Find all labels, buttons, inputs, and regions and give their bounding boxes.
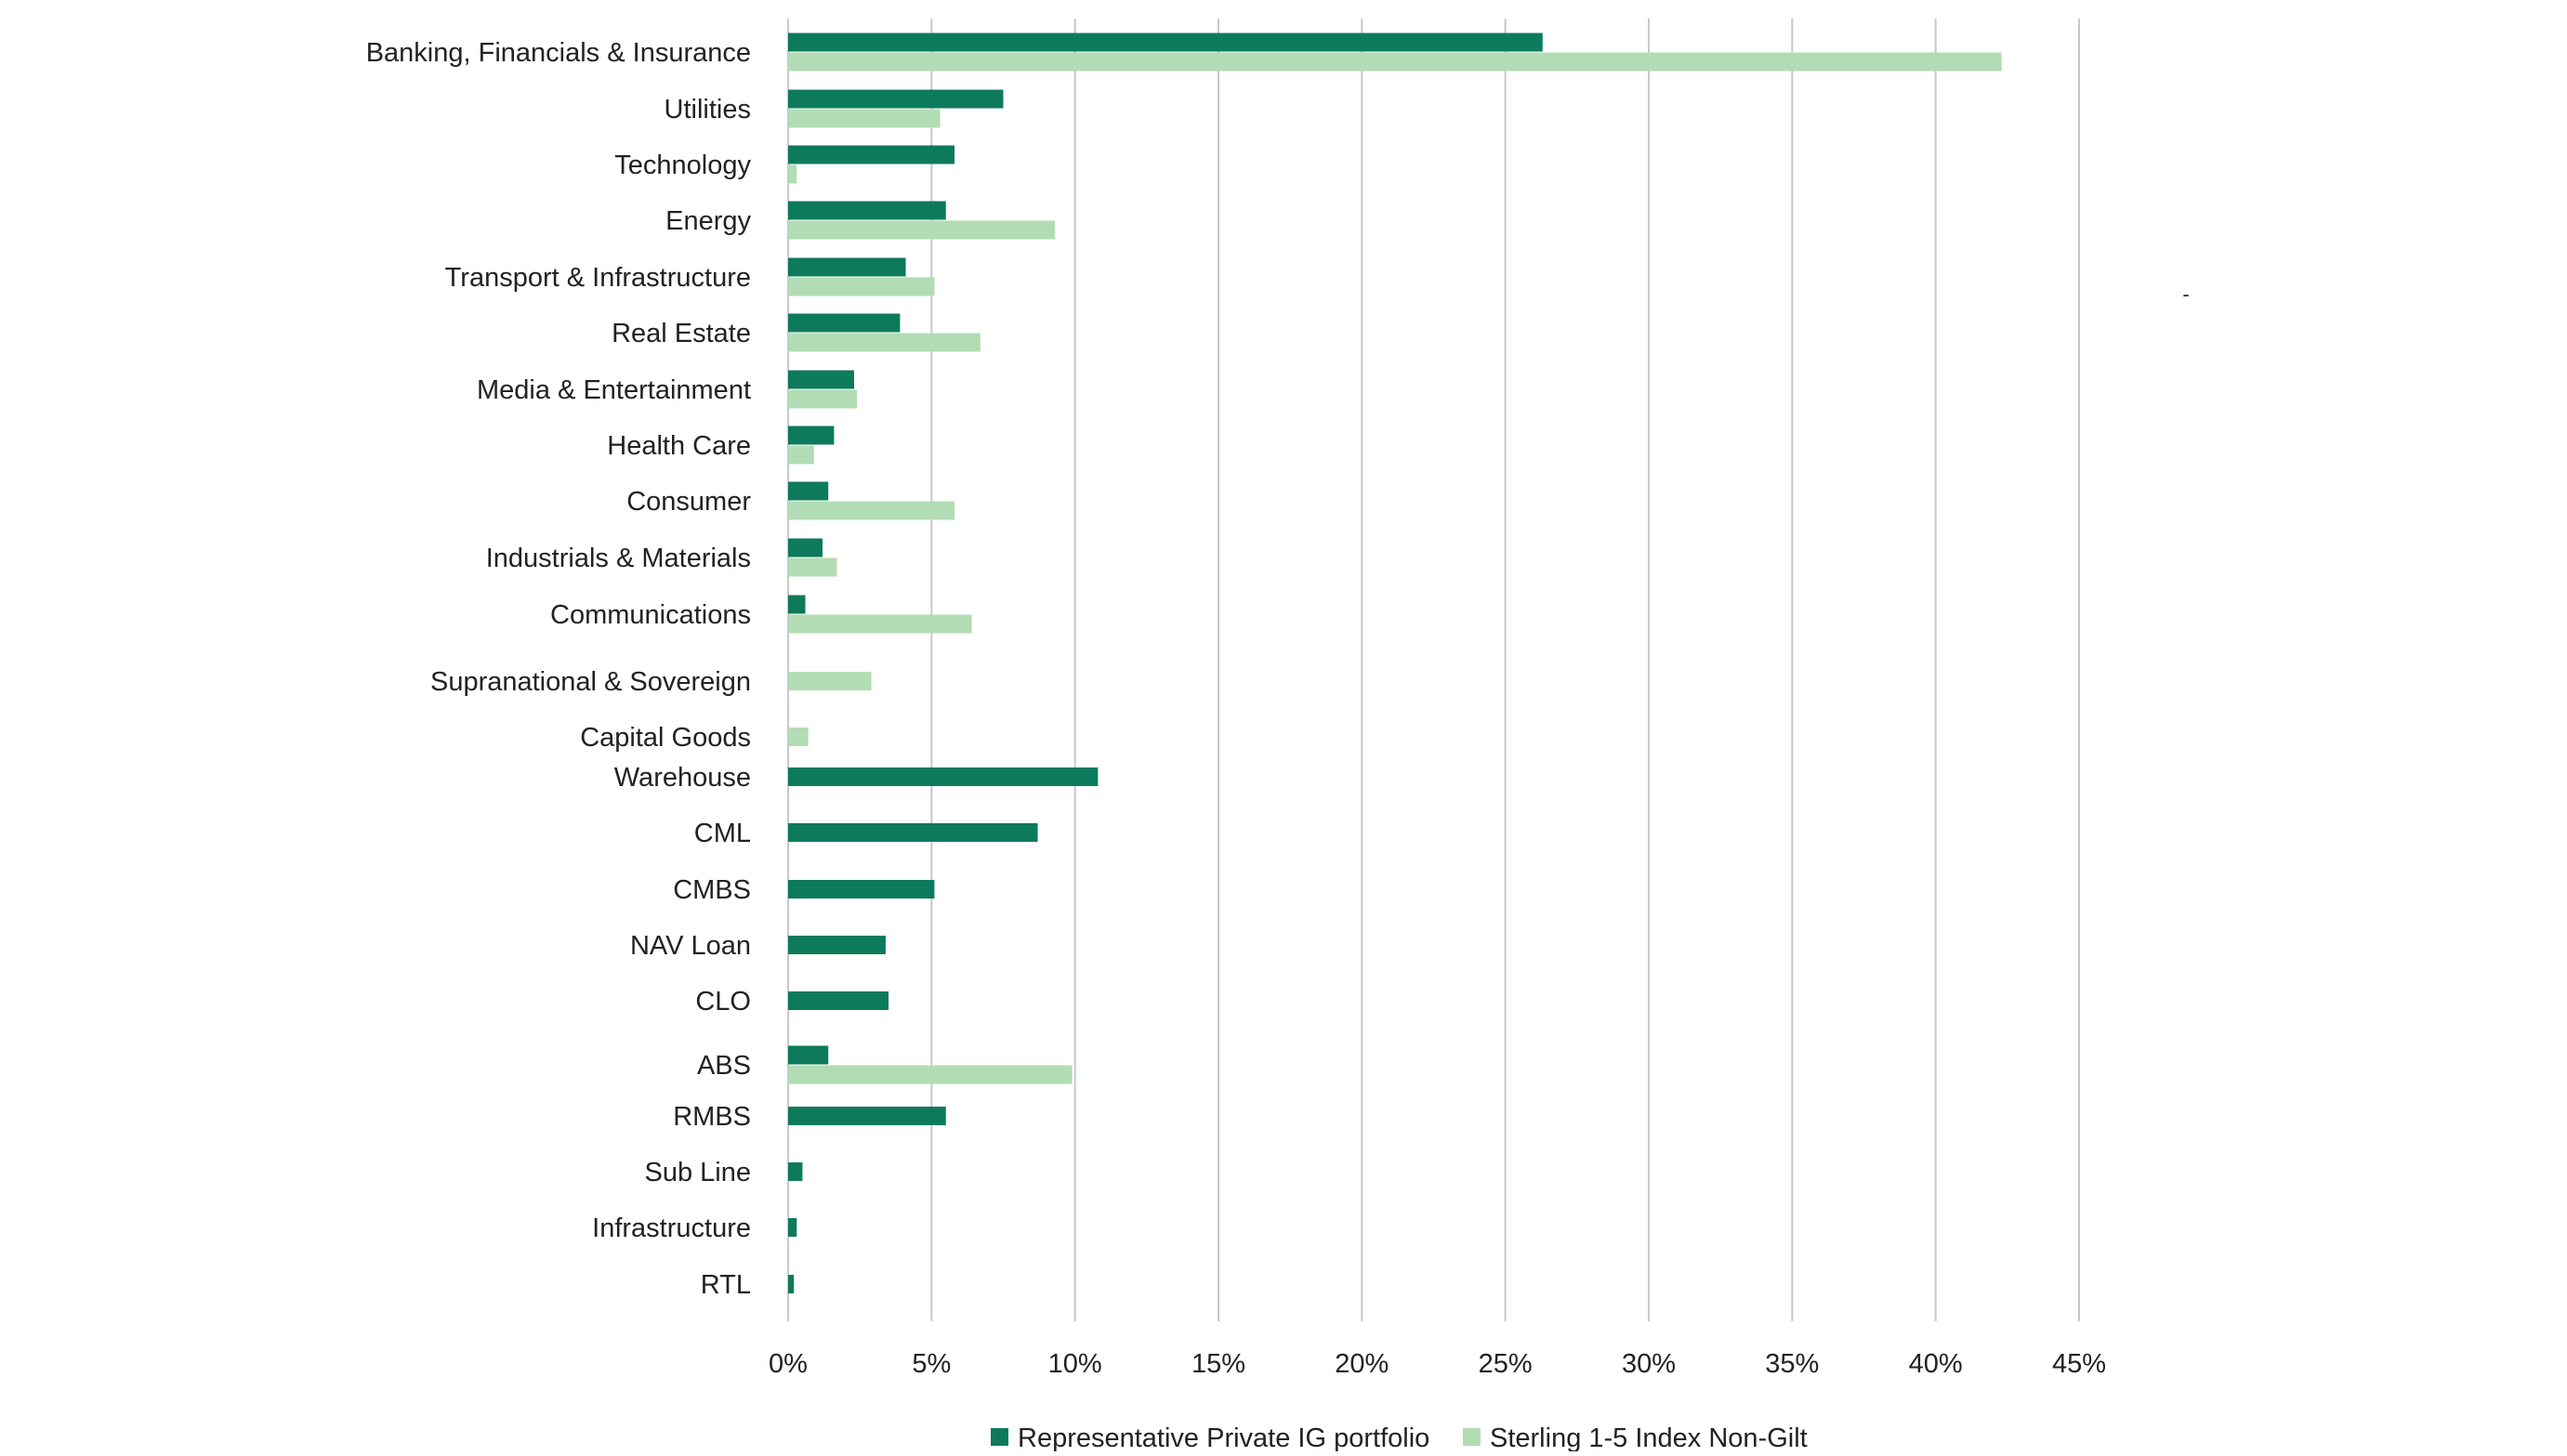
bar-sterling-index [788, 277, 935, 296]
category-label: Energy [665, 206, 751, 236]
x-tick-label: 10% [1048, 1349, 1102, 1379]
bar-private-ig [788, 1107, 946, 1125]
bars [788, 33, 2002, 1293]
category-label: Infrastructure [592, 1213, 751, 1243]
category-label: Industrials & Materials [486, 544, 751, 573]
category-label: Health Care [607, 431, 751, 461]
category-label: NAV Loan [630, 931, 751, 961]
bar-private-ig [788, 538, 823, 557]
bar-sterling-index [788, 672, 872, 690]
bar-private-ig [788, 1045, 829, 1065]
category-label: CMBS [673, 875, 751, 905]
stray-dash-mark: - [2182, 282, 2189, 306]
x-tick-label: 30% [1622, 1349, 1676, 1379]
category-labels: Banking, Financials & Insurance Utilities… [366, 38, 752, 1300]
category-label: CLO [695, 987, 751, 1017]
bar-sterling-index [788, 445, 814, 465]
x-tick-label: 40% [1909, 1349, 1963, 1379]
category-label: Transport & Infrastructure [445, 263, 751, 293]
x-tick-label: 15% [1191, 1349, 1245, 1379]
bar-private-ig [788, 33, 1543, 52]
legend-label-sterling-index: Sterling 1-5 Index Non-Gilt [1490, 1423, 1808, 1451]
bar-sterling-index [788, 728, 809, 746]
category-label: ABS [697, 1051, 751, 1081]
category-label: RTL [701, 1270, 751, 1300]
category-label: Consumer [626, 487, 751, 517]
category-label: Communications [550, 600, 751, 630]
legend: Representative Private IG portfolio Sterl… [991, 1423, 1808, 1453]
gridlines [787, 19, 2080, 1321]
x-tick-label: 35% [1765, 1349, 1819, 1379]
bar-private-ig [788, 426, 835, 445]
bar-private-ig [788, 257, 906, 277]
category-label: Banking, Financials & Insurance [366, 38, 751, 68]
category-label: Sub Line [645, 1158, 752, 1187]
category-label: Technology [614, 151, 751, 180]
bar-sterling-index [788, 333, 981, 352]
x-tick-label: 45% [2052, 1349, 2106, 1379]
bar-private-ig [788, 991, 889, 1010]
category-label: RMBS [673, 1102, 751, 1132]
category-label: Utilities [665, 95, 751, 125]
bar-private-ig [788, 1218, 797, 1237]
bar-sterling-index [788, 109, 941, 128]
bar-private-ig [788, 880, 935, 899]
bar-private-ig [788, 595, 806, 614]
bar-sterling-index [788, 501, 955, 520]
category-label: Media & Entertainment [477, 375, 751, 405]
bar-private-ig [788, 481, 829, 501]
bar-sterling-index [788, 220, 1056, 240]
legend-swatch-sterling-index [1463, 1428, 1481, 1446]
bar-private-ig [788, 370, 854, 389]
bar-sterling-index [788, 164, 797, 184]
bar-private-ig [788, 201, 946, 220]
category-label: Capital Goods [580, 723, 751, 753]
bar-sterling-index [788, 614, 972, 634]
bar-private-ig [788, 1162, 803, 1181]
category-label: Real Estate [612, 319, 751, 348]
x-tick-label: 5% [912, 1349, 951, 1379]
category-label: Supranational & Sovereign [430, 667, 751, 697]
category-label: Warehouse [614, 763, 751, 793]
bar-private-ig [788, 145, 955, 164]
bar-sterling-index [788, 52, 2002, 72]
bar-private-ig [788, 767, 1099, 786]
bar-sterling-index [788, 1065, 1073, 1084]
legend-swatch-private-ig [991, 1428, 1008, 1446]
x-tick-label: 25% [1479, 1349, 1533, 1379]
bar-private-ig [788, 89, 1004, 109]
x-tick-label: 20% [1335, 1349, 1389, 1379]
bar-sterling-index [788, 389, 858, 409]
x-tick-label: 0% [769, 1349, 808, 1379]
bar-private-ig [788, 313, 901, 333]
x-tick-labels: 0% 5% 10% 15% 20% 25% 30% 35% 40% 45% [769, 1349, 2106, 1379]
bar-private-ig [788, 936, 886, 954]
legend-label-private-ig: Representative Private IG portfolio [1018, 1423, 1429, 1451]
category-label: CML [694, 819, 751, 848]
bar-private-ig [788, 823, 1038, 842]
bar-sterling-index [788, 557, 837, 577]
bar-private-ig [788, 1275, 795, 1293]
